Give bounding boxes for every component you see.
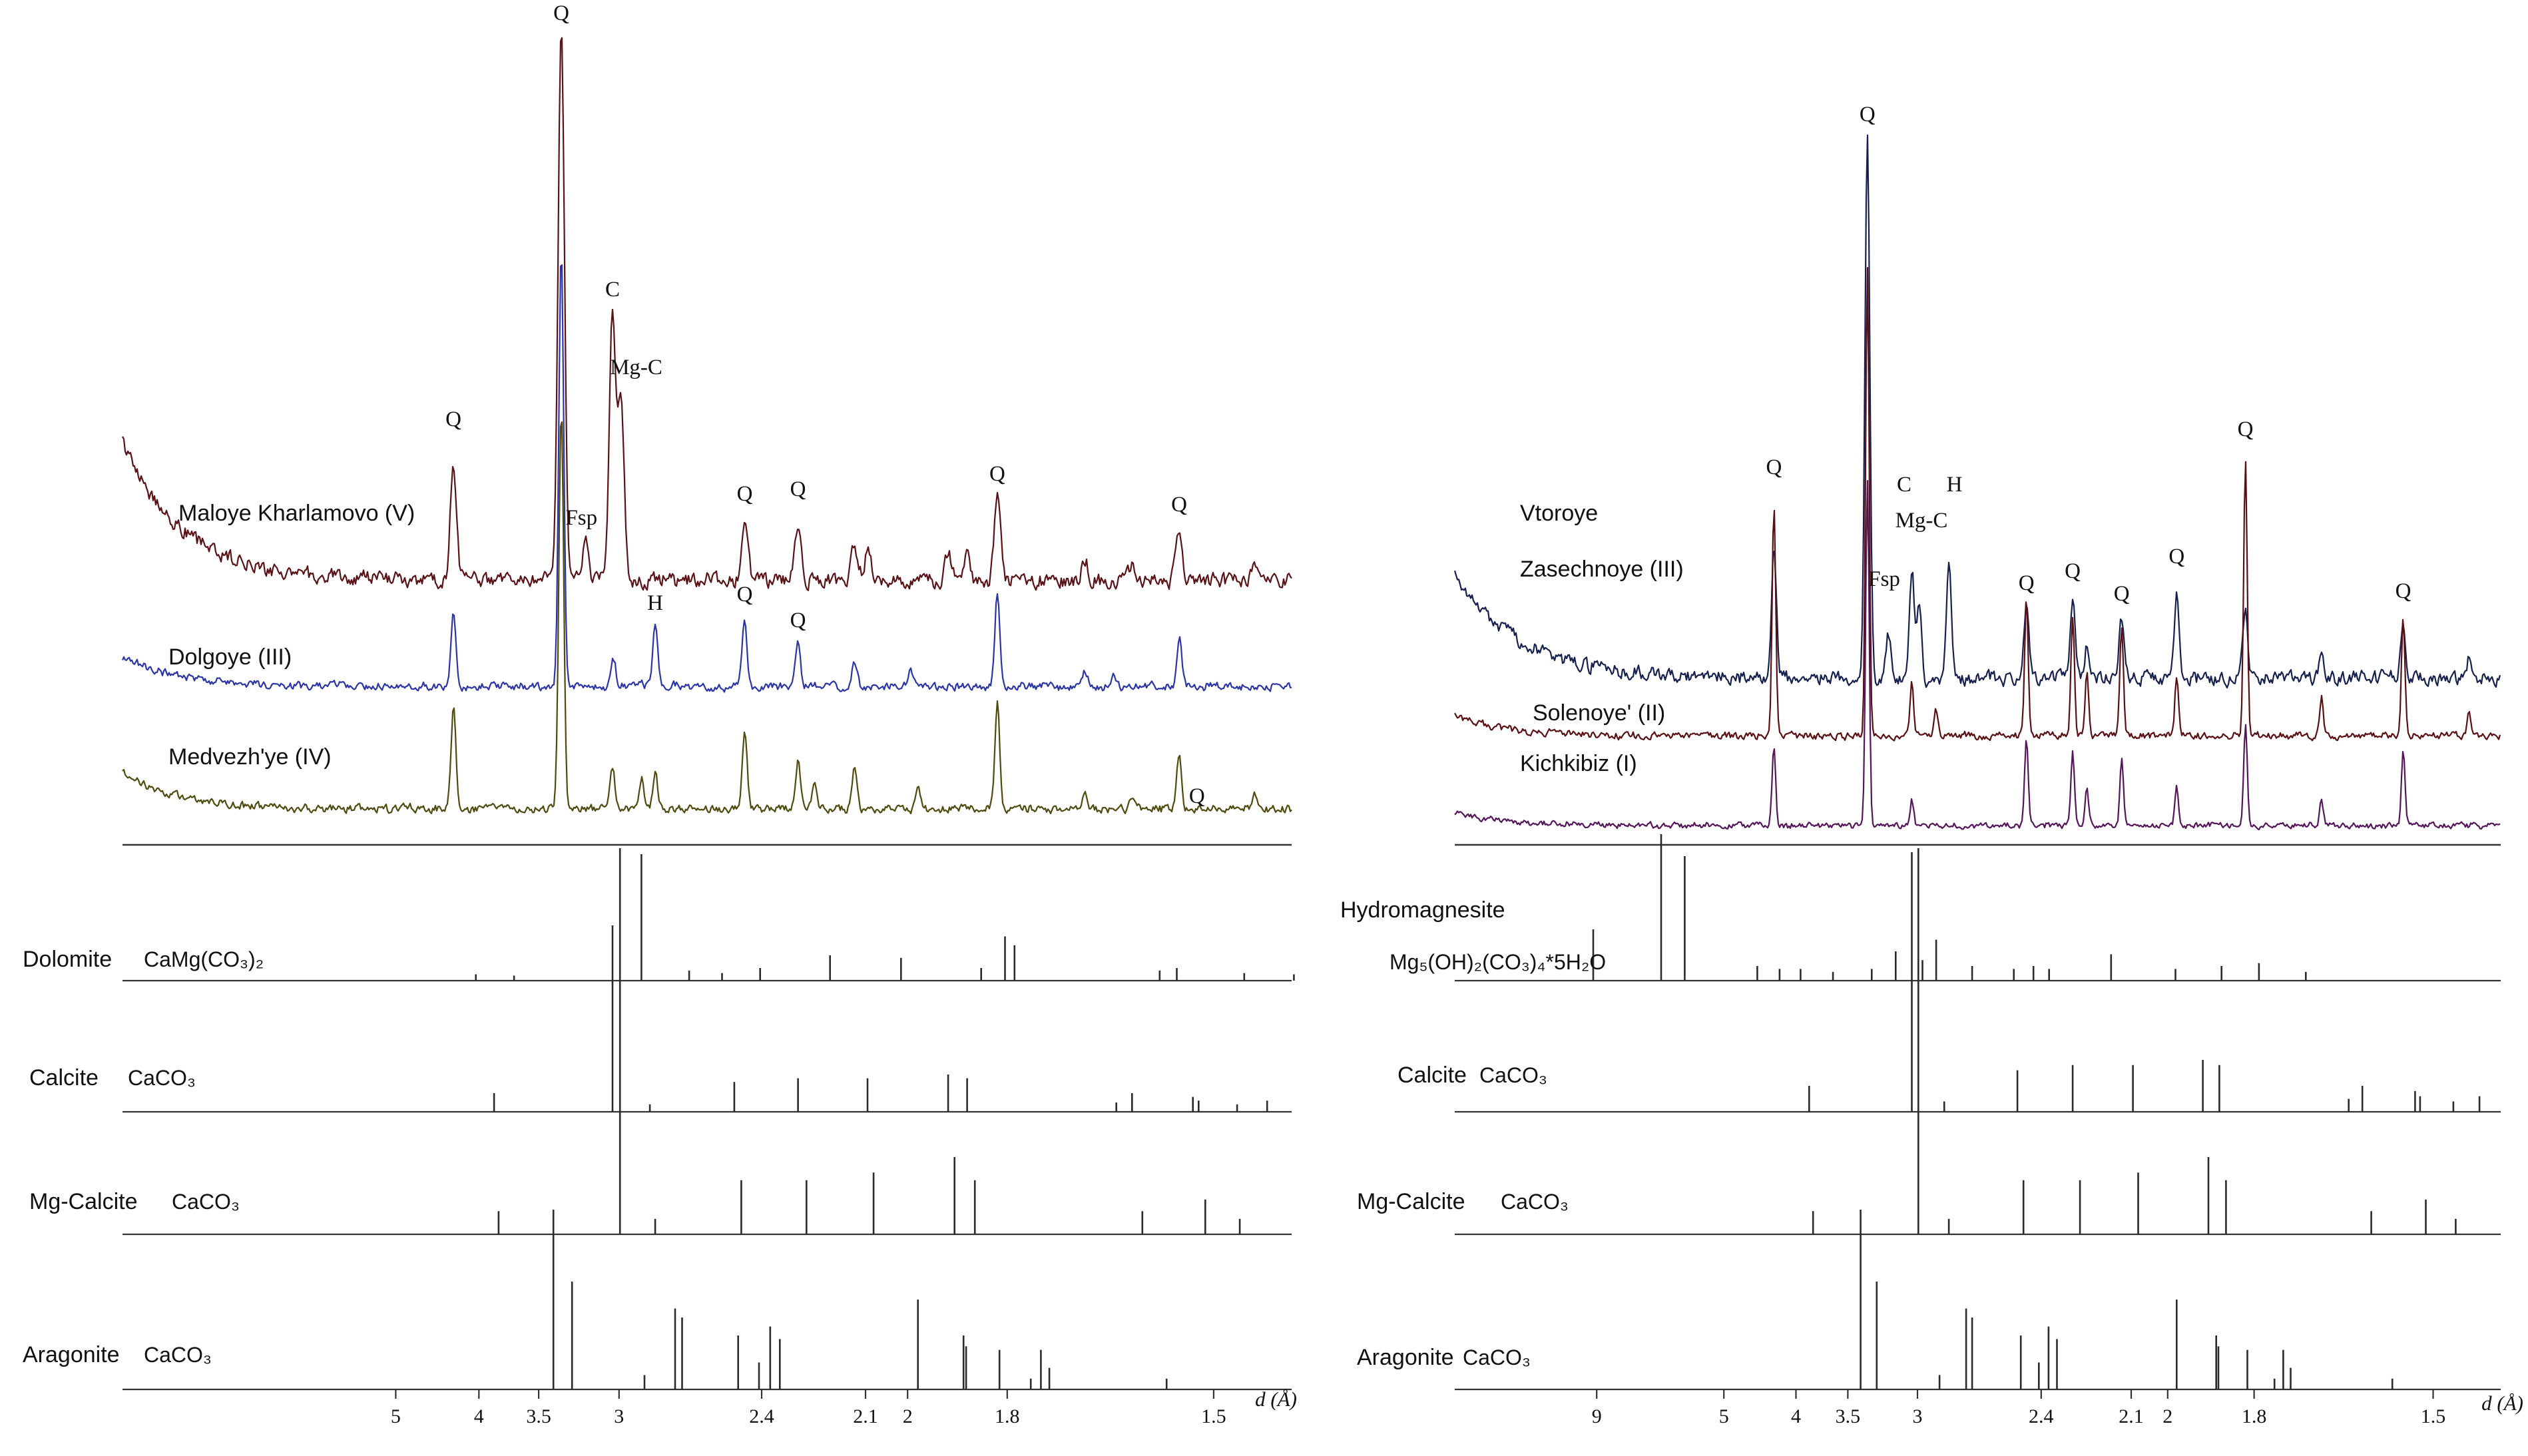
tick-label: 5	[1719, 1405, 1729, 1427]
trace-label-kichkibiz-i: Kichkibiz (I)	[1520, 751, 1637, 776]
trace-maloye-kharlamovo-v	[122, 37, 1292, 591]
peak-label-q: Q	[2019, 571, 2035, 595]
mineral-name-hydromagnesite: Hydromagnesite	[1340, 897, 1505, 923]
xrd-panel-left-svg: Maloye Kharlamovo (V) Dolgoye (III) Medvez…	[23, 1, 1297, 1427]
xrd-panel-right-svg: Vtoroye Zasechnoye (III) Solenoye' (II) Kic…	[1340, 103, 2523, 1427]
trace-label-vtoroye-zasechnoye-iii: Zasechnoye (III)	[1520, 557, 1684, 582]
tick-label: 2	[903, 1405, 913, 1427]
peak-label-c: C	[1897, 473, 1911, 497]
mineral-formula-mg-calcite: CaCO₃	[1501, 1190, 1569, 1214]
tick-label: 2.4	[2029, 1405, 2054, 1427]
peak-label-h: H	[647, 591, 663, 615]
tick-label: 2.1	[853, 1405, 878, 1427]
peak-label-mg-c: Mg-C	[1896, 509, 1948, 533]
peak-label-q: Q	[445, 407, 461, 431]
peak-label-q: Q	[2396, 579, 2411, 603]
tick-label: 4	[1791, 1405, 1801, 1427]
peak-label-q: Q	[2168, 545, 2184, 569]
tick-label: 5	[391, 1405, 401, 1427]
peak-label-q: Q	[737, 583, 753, 607]
mineral-name-mg-calcite: Mg-Calcite	[1357, 1189, 1465, 1214]
trace-medvezhye-iv	[122, 421, 1292, 815]
mineral-name-aragonite: Aragonite	[23, 1342, 120, 1367]
trace-label-vtoroye-zasechnoye-iii: Vtoroye	[1520, 501, 1598, 526]
peak-label-fsp: Fsp	[565, 506, 597, 530]
trace-label-dolgoye-iii: Dolgoye (III)	[168, 644, 292, 670]
mineral-formula-dolomite: CaMg(CO₃)₂	[144, 947, 264, 971]
peak-label-h: H	[1947, 473, 1963, 497]
mineral-name-mg-calcite: Mg-Calcite	[29, 1189, 137, 1214]
tick-label: 1.8	[995, 1405, 1020, 1427]
mineral-formula-aragonite: CaCO₃	[144, 1343, 212, 1367]
peak-label-q: Q	[1189, 784, 1205, 808]
panel-left: Maloye Kharlamovo (V) Dolgoye (III) Medvez…	[23, 1, 1297, 1427]
peak-label-q: Q	[790, 608, 806, 632]
trace-kichkibiz-i	[1454, 480, 2501, 831]
tick-label: 2.4	[749, 1405, 774, 1427]
peak-label-q: Q	[790, 477, 806, 501]
trace-label-solenoye-ii: Solenoye' (II)	[1533, 700, 1665, 726]
peak-label-q: Q	[989, 462, 1005, 486]
trace-label-medvezhye-iv: Medvezh'ye (IV)	[168, 744, 332, 770]
peak-label-q: Q	[2065, 559, 2081, 583]
mineral-formula-calcite: CaCO₃	[1479, 1063, 1547, 1087]
tick-label: 3	[1913, 1405, 1923, 1427]
tick-label: 2.1	[2119, 1405, 2144, 1427]
trace-vtoroye-zasechnoye-iii	[1453, 134, 2501, 689]
mineral-name-aragonite: Aragonite	[1357, 1345, 1454, 1370]
peak-label-q: Q	[1860, 103, 1876, 126]
peak-label-fsp: Fsp	[1868, 567, 1900, 591]
mineral-formula-aragonite: CaCO₃	[1463, 1345, 1531, 1369]
peak-label-q: Q	[737, 482, 753, 506]
peak-label-q: Q	[2238, 417, 2254, 441]
mineral-name-dolomite: Dolomite	[23, 947, 112, 972]
mineral-formula-calcite: CaCO₃	[128, 1066, 196, 1090]
tick-label: 3.5	[1836, 1405, 1861, 1427]
peak-label-q: Q	[553, 1, 569, 25]
peak-label-q: Q	[2114, 582, 2130, 606]
tick-label: 1.5	[2421, 1405, 2446, 1427]
tick-label: 1.5	[1201, 1405, 1226, 1427]
trace-dolgoye-iii	[121, 264, 1292, 693]
trace-label-maloye-kharlamovo-v: Maloye Kharlamovo (V)	[178, 501, 415, 526]
peak-label-c: C	[605, 278, 620, 302]
trace-solenoye-ii	[1454, 267, 2501, 742]
tick-label: 2	[2162, 1405, 2172, 1427]
axis-label: d (Å)	[2481, 1391, 2523, 1415]
tick-label: 9	[1592, 1405, 1602, 1427]
tick-label: 3	[614, 1405, 624, 1427]
mineral-formula-hydromagnesite: Mg₅(OH)₂(CO₃)₄*5H₂O	[1390, 950, 1606, 974]
mineral-name-calcite: Calcite	[29, 1065, 99, 1091]
mineral-name-calcite: Calcite	[1397, 1063, 1467, 1088]
peak-label-mg-c: Mg-C	[610, 356, 662, 379]
mineral-formula-mg-calcite: CaCO₃	[172, 1190, 240, 1214]
panel-right: Vtoroye Zasechnoye (III) Solenoye' (II) Kic…	[1298, 0, 2528, 1456]
tick-label: 4	[474, 1405, 484, 1427]
peak-label-q: Q	[1171, 493, 1187, 517]
tick-label: 1.8	[2242, 1405, 2267, 1427]
axis-label: d (Å)	[1255, 1387, 1297, 1411]
peak-label-q: Q	[1766, 455, 1782, 479]
tick-label: 3.5	[526, 1405, 551, 1427]
